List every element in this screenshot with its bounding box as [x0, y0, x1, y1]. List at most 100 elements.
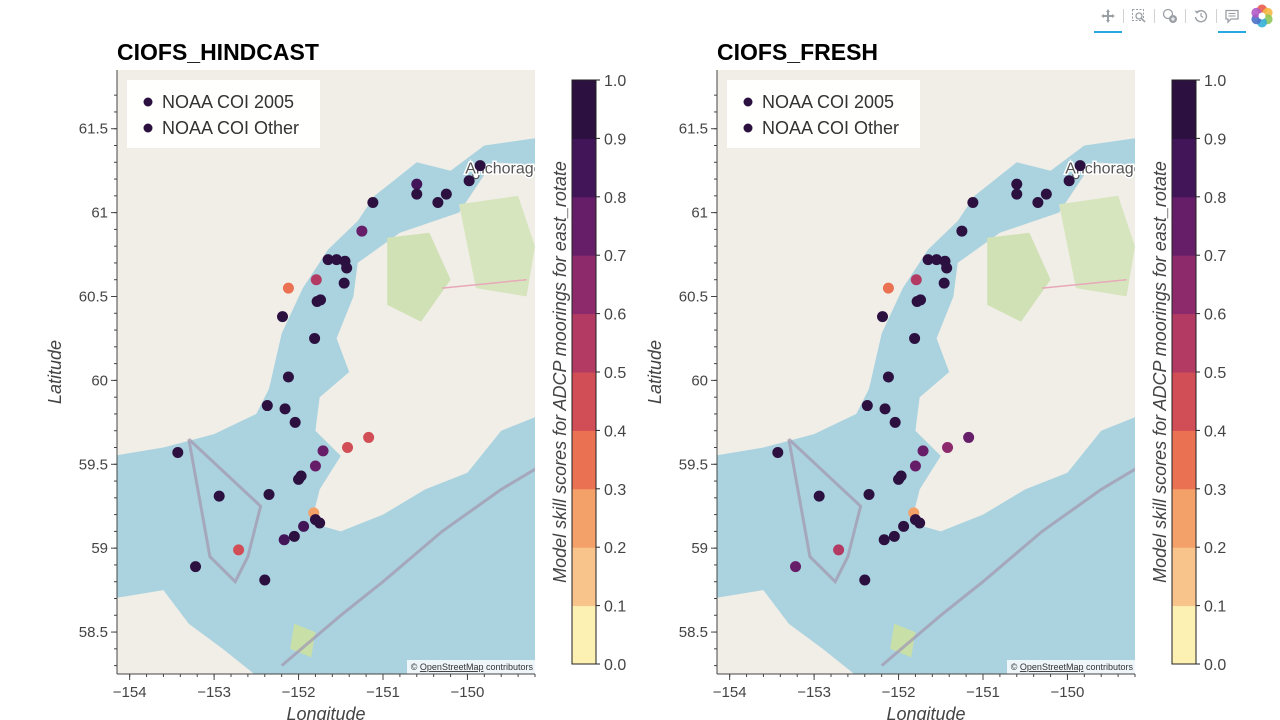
station-point[interactable]: [263, 488, 275, 500]
chart-title: CIOFS_HINDCAST: [117, 39, 319, 65]
x-tick-label: −150: [451, 684, 485, 701]
station-point[interactable]: [279, 403, 291, 415]
hover-tool[interactable]: [1156, 4, 1184, 28]
station-point[interactable]: [310, 274, 322, 286]
station-point[interactable]: [878, 534, 890, 546]
y-tick-label: 58.5: [79, 624, 108, 641]
basemap[interactable]: Anchorage: [113, 62, 544, 683]
station-point[interactable]: [882, 282, 894, 294]
station-point[interactable]: [813, 490, 825, 502]
station-point[interactable]: [914, 517, 926, 529]
station-point[interactable]: [909, 332, 921, 344]
attribution-link[interactable]: OpenStreetMap: [420, 662, 484, 672]
legend-entry[interactable]: NOAA COI 2005: [162, 92, 294, 112]
colorbar-tick-label: 0.4: [604, 423, 626, 440]
reset-tool[interactable]: [1187, 4, 1215, 28]
pan-tool[interactable]: [1094, 4, 1122, 33]
station-point[interactable]: [882, 371, 894, 383]
map-land-west: [717, 70, 1135, 456]
station-point[interactable]: [278, 534, 290, 546]
station-point[interactable]: [909, 460, 921, 472]
station-point[interactable]: [289, 416, 301, 428]
station-point[interactable]: [911, 296, 923, 308]
colorbar-tick-label: 0.2: [1204, 540, 1226, 557]
station-point[interactable]: [474, 160, 486, 172]
station-point[interactable]: [172, 447, 184, 459]
attribution-link[interactable]: OpenStreetMap: [1020, 662, 1084, 672]
basemap[interactable]: Anchorage: [713, 62, 1144, 683]
station-point[interactable]: [879, 403, 891, 415]
station-point[interactable]: [942, 442, 954, 453]
station-point[interactable]: [1011, 188, 1023, 200]
box-zoom-tool[interactable]: [1125, 4, 1153, 28]
station-point[interactable]: [293, 473, 305, 485]
station-point[interactable]: [963, 431, 975, 443]
station-point[interactable]: [432, 197, 444, 209]
colorbar-segment: [1172, 547, 1196, 607]
station-point[interactable]: [363, 431, 375, 443]
station-point[interactable]: [888, 530, 900, 542]
station-point[interactable]: [440, 188, 452, 200]
station-point[interactable]: [213, 490, 225, 502]
legend-entry[interactable]: NOAA COI Other: [162, 118, 299, 138]
station-point[interactable]: [922, 254, 934, 266]
station-point[interactable]: [342, 442, 354, 453]
y-tick-label: 60.5: [679, 289, 708, 306]
station-point[interactable]: [833, 544, 845, 556]
station-point[interactable]: [309, 460, 321, 472]
legend-entry[interactable]: NOAA COI 2005: [762, 92, 894, 112]
station-point[interactable]: [317, 445, 329, 457]
station-point[interactable]: [367, 197, 379, 209]
station-point[interactable]: [898, 520, 910, 532]
station-point[interactable]: [1011, 178, 1023, 190]
station-point[interactable]: [314, 517, 326, 529]
station-point[interactable]: [859, 574, 871, 586]
station-point[interactable]: [917, 445, 929, 457]
station-point[interactable]: [463, 175, 475, 187]
station-point[interactable]: [356, 225, 368, 237]
station-point[interactable]: [338, 277, 350, 289]
station-point[interactable]: [311, 296, 323, 308]
station-point[interactable]: [411, 178, 423, 190]
station-point[interactable]: [282, 371, 294, 383]
station-point[interactable]: [1063, 175, 1075, 187]
station-point[interactable]: [772, 447, 784, 459]
station-point[interactable]: [277, 311, 289, 323]
station-point[interactable]: [233, 544, 245, 556]
legend-entry[interactable]: NOAA COI Other: [762, 118, 899, 138]
station-point[interactable]: [298, 520, 310, 532]
station-point[interactable]: [931, 254, 943, 266]
station-point[interactable]: [938, 277, 950, 289]
station-point[interactable]: [261, 400, 273, 412]
station-point[interactable]: [941, 262, 953, 274]
map-boundary: [187, 438, 263, 585]
colorbar-segment: [572, 488, 596, 548]
reset-icon: [1194, 10, 1208, 23]
station-point[interactable]: [877, 311, 889, 323]
station-point[interactable]: [893, 473, 905, 485]
colorbar-segment: [1172, 80, 1196, 139]
station-point[interactable]: [790, 561, 802, 573]
station-point[interactable]: [282, 282, 294, 294]
station-point[interactable]: [1074, 160, 1086, 172]
colorbar-segment: [1172, 138, 1196, 198]
station-point[interactable]: [910, 274, 922, 286]
station-point[interactable]: [411, 188, 423, 200]
station-point[interactable]: [1032, 197, 1044, 209]
station-point[interactable]: [1040, 188, 1052, 200]
station-point[interactable]: [309, 332, 321, 344]
station-point[interactable]: [190, 561, 202, 573]
station-point[interactable]: [861, 400, 873, 412]
x-tick-label: −151: [966, 684, 1000, 701]
station-point[interactable]: [331, 254, 343, 266]
station-point[interactable]: [889, 416, 901, 428]
bokeh-logo-icon[interactable]: [1250, 4, 1274, 28]
station-point[interactable]: [259, 574, 271, 586]
station-point[interactable]: [863, 488, 875, 500]
station-point[interactable]: [288, 530, 300, 542]
station-point[interactable]: [967, 197, 979, 209]
station-point[interactable]: [322, 254, 334, 266]
station-point[interactable]: [956, 225, 968, 237]
tooltip-tool[interactable]: [1218, 4, 1246, 33]
station-point[interactable]: [341, 262, 353, 274]
